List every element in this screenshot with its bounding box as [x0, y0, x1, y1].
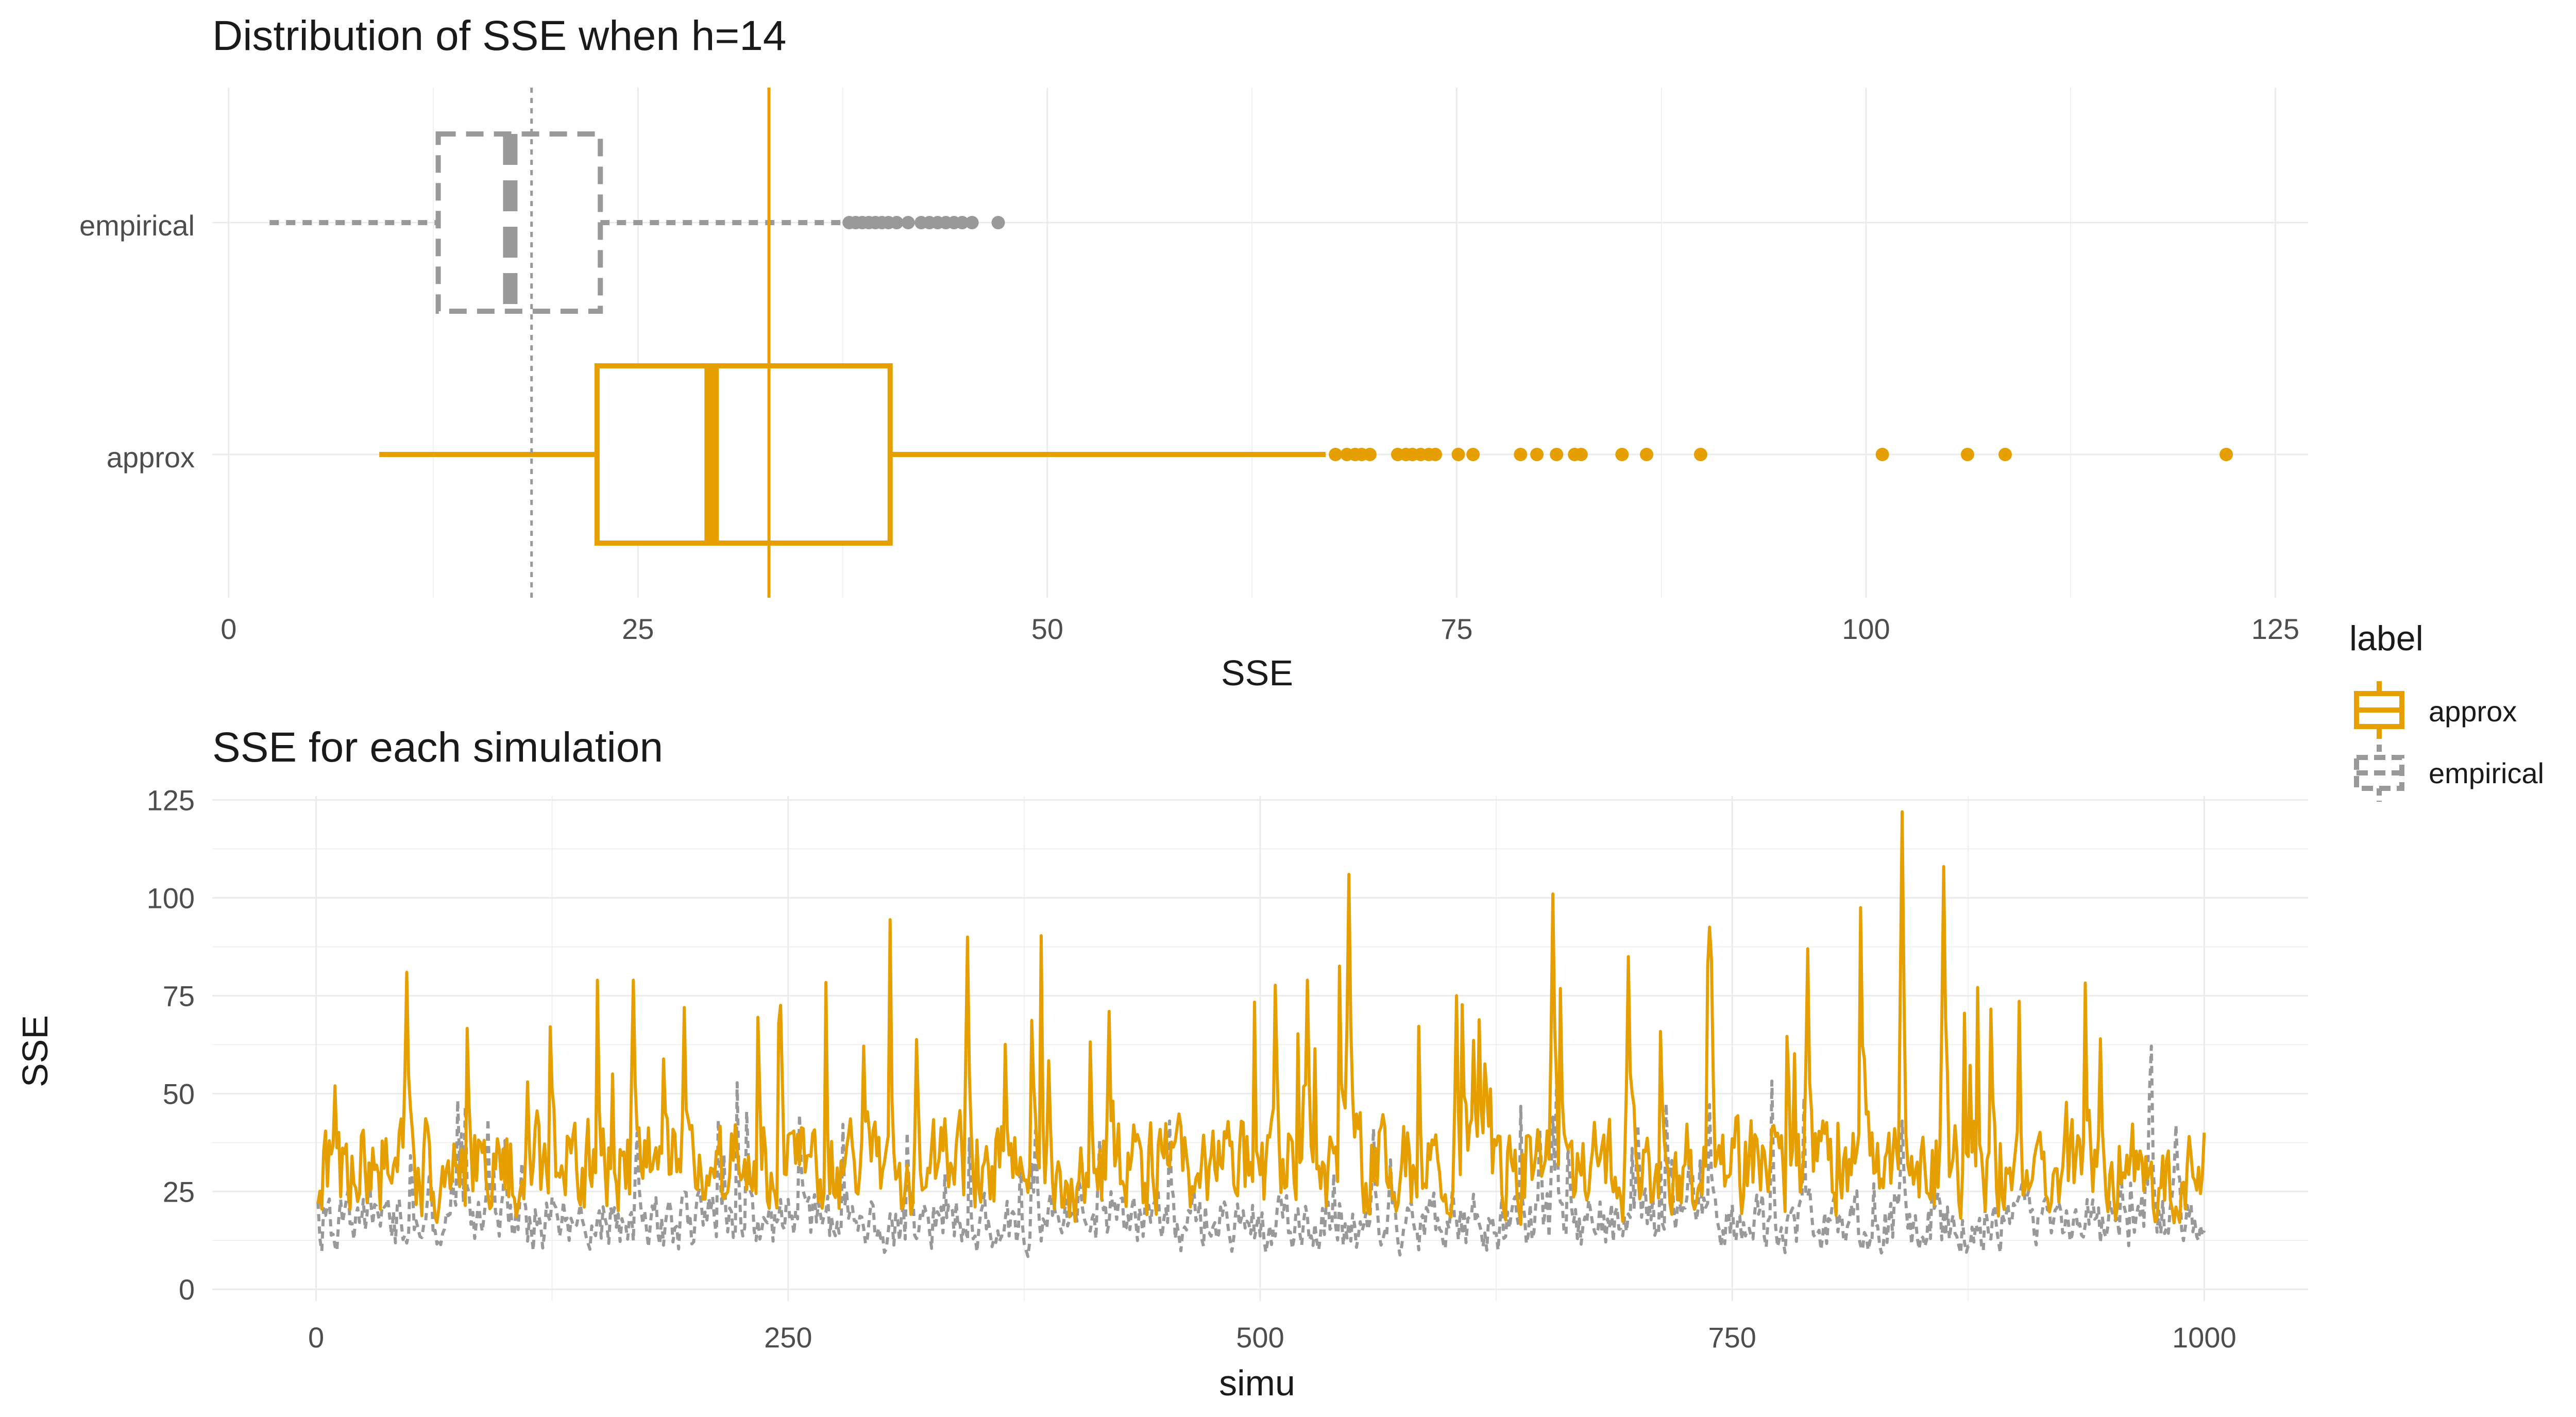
line-chart-y-axis-label: SSE — [15, 1015, 55, 1087]
outlier-point-approx — [1998, 448, 2012, 461]
y-tick-label: 100 — [147, 882, 195, 915]
line-chart-x-axis-label: simu — [1219, 1363, 1295, 1403]
x-tick-label: 75 — [1440, 613, 1472, 645]
outlier-point-approx — [1514, 448, 1528, 461]
outlier-point-approx — [1693, 448, 1707, 461]
legend-label-approx: approx — [2429, 695, 2517, 728]
x-tick-label: 25 — [622, 613, 654, 645]
outlier-point-approx — [1363, 448, 1377, 461]
outlier-point-approx — [1451, 448, 1465, 461]
outlier-point-empirical — [965, 216, 979, 229]
outlier-point-approx — [1329, 448, 1343, 461]
line-chart-gridlines — [212, 796, 2308, 1301]
x-tick-label: 0 — [221, 613, 236, 645]
legend: label approx empirical — [2349, 619, 2544, 802]
outlier-point-approx — [1550, 448, 1564, 461]
y-category-label-approx: approx — [107, 441, 195, 474]
boxplot-marks — [269, 88, 2233, 598]
series-line-approx — [316, 810, 2206, 1226]
boxplot-x-tick-labels: 0 25 50 75 100 125 — [221, 613, 2299, 645]
series-line-empirical — [316, 1044, 2206, 1258]
y-tick-label: 0 — [179, 1273, 195, 1306]
line-chart-x-tick-labels: 0 250 500 750 1000 — [308, 1321, 2236, 1354]
outlier-point-approx — [1466, 448, 1480, 461]
outlier-point-approx — [1615, 448, 1629, 461]
x-tick-label: 750 — [1708, 1321, 1756, 1354]
y-category-label-empirical: empirical — [79, 209, 195, 242]
legend-title: label — [2349, 619, 2424, 658]
line-chart-panel: SSE for each simulation 0 250 500 750 1000 0… — [15, 724, 2308, 1403]
legend-label-empirical: empirical — [2429, 757, 2544, 789]
box-empirical — [435, 131, 603, 314]
outlier-point-approx — [2219, 448, 2233, 461]
y-tick-label: 25 — [163, 1175, 195, 1208]
y-tick-label: 125 — [147, 784, 195, 817]
y-tick-label: 50 — [163, 1077, 195, 1110]
outlier-point-approx — [1960, 448, 1974, 461]
line-chart-y-tick-labels: 0 25 50 75 100 125 — [147, 784, 195, 1306]
outlier-point-empirical — [890, 216, 904, 229]
outlier-point-empirical — [955, 216, 969, 229]
boxplot-x-axis-label: SSE — [1221, 653, 1293, 693]
x-tick-label: 100 — [1842, 613, 1890, 645]
line-chart-marks — [316, 810, 2206, 1258]
x-tick-label: 250 — [764, 1321, 812, 1354]
outlier-point-empirical — [991, 216, 1005, 229]
outlier-point-approx — [1530, 448, 1544, 461]
y-tick-label: 75 — [163, 980, 195, 1012]
outlier-point-approx — [1875, 448, 1889, 461]
legend-key-approx — [2354, 681, 2404, 739]
boxplot-panel: Distribution of SSE when h=14 0 25 50 75 100… — [79, 12, 2308, 693]
legend-key-empirical — [2354, 745, 2404, 802]
outlier-point-empirical — [901, 216, 915, 229]
x-tick-label: 0 — [308, 1321, 324, 1354]
line-chart-title: SSE for each simulation — [212, 724, 663, 771]
x-tick-label: 125 — [2251, 613, 2299, 645]
box-approx — [594, 363, 893, 546]
x-tick-label: 500 — [1236, 1321, 1284, 1354]
outlier-point-approx — [1429, 448, 1443, 461]
x-tick-label: 50 — [1031, 613, 1063, 645]
outlier-point-approx — [1574, 448, 1588, 461]
x-tick-label: 1000 — [2172, 1321, 2236, 1354]
boxplot-title: Distribution of SSE when h=14 — [212, 12, 787, 59]
outlier-point-approx — [1640, 448, 1654, 461]
